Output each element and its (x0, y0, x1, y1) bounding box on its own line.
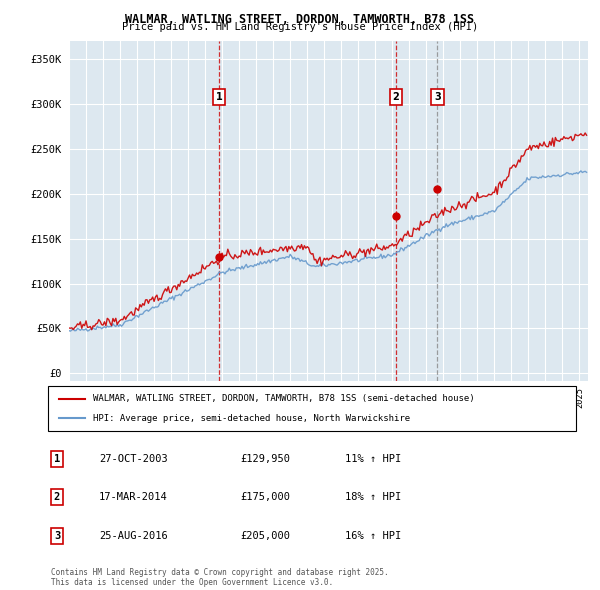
Text: 18% ↑ HPI: 18% ↑ HPI (345, 493, 401, 502)
FancyBboxPatch shape (48, 386, 576, 431)
Text: £205,000: £205,000 (240, 531, 290, 540)
Text: Price paid vs. HM Land Registry's House Price Index (HPI): Price paid vs. HM Land Registry's House … (122, 22, 478, 32)
Text: 1: 1 (54, 454, 60, 464)
Text: WALMAR, WATLING STREET, DORDON, TAMWORTH, B78 1SS: WALMAR, WATLING STREET, DORDON, TAMWORTH… (125, 13, 475, 26)
Text: 17-MAR-2014: 17-MAR-2014 (99, 493, 168, 502)
Text: WALMAR, WATLING STREET, DORDON, TAMWORTH, B78 1SS (semi-detached house): WALMAR, WATLING STREET, DORDON, TAMWORTH… (93, 394, 475, 404)
Text: HPI: Average price, semi-detached house, North Warwickshire: HPI: Average price, semi-detached house,… (93, 414, 410, 423)
Text: £175,000: £175,000 (240, 493, 290, 502)
Text: 25-AUG-2016: 25-AUG-2016 (99, 531, 168, 540)
Text: 11% ↑ HPI: 11% ↑ HPI (345, 454, 401, 464)
Text: 2: 2 (392, 92, 399, 102)
Text: £129,950: £129,950 (240, 454, 290, 464)
Text: 3: 3 (434, 92, 441, 102)
Text: Contains HM Land Registry data © Crown copyright and database right 2025.
This d: Contains HM Land Registry data © Crown c… (51, 568, 389, 587)
Text: 16% ↑ HPI: 16% ↑ HPI (345, 531, 401, 540)
Text: 1: 1 (216, 92, 223, 102)
Text: 2: 2 (54, 493, 60, 502)
Text: 3: 3 (54, 531, 60, 540)
Text: 27-OCT-2003: 27-OCT-2003 (99, 454, 168, 464)
